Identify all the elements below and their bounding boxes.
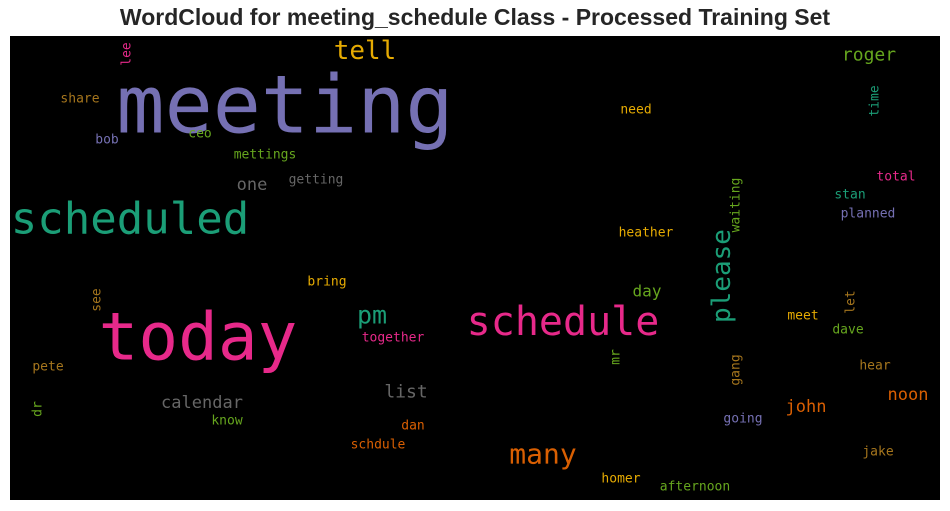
word-meet: meet	[787, 309, 818, 324]
word-many: many	[509, 438, 576, 471]
word-hear: hear	[859, 359, 890, 374]
word-homer: homer	[601, 472, 640, 487]
word-let: let	[844, 290, 859, 313]
word-pete: pete	[32, 360, 63, 375]
word-pm: pm	[357, 301, 387, 330]
word-total: total	[876, 170, 915, 185]
word-stan: stan	[834, 188, 865, 203]
word-mr: mr	[609, 349, 624, 365]
word-list: list	[384, 382, 427, 403]
word-dave: dave	[832, 323, 863, 338]
word-time: time	[868, 85, 883, 116]
word-tell: tell	[334, 36, 397, 66]
word-waiting: waiting	[729, 178, 744, 233]
word-afternoon: afternoon	[660, 480, 730, 495]
word-gang: gang	[729, 354, 744, 385]
word-meeting: meeting	[116, 59, 453, 152]
word-jake: jake	[862, 445, 893, 460]
wordcloud-svg: meeting today scheduled schedule please tell m…	[11, 36, 929, 495]
word-dan: dan	[401, 419, 424, 434]
word-see: see	[90, 288, 105, 312]
word-calendar: calendar	[161, 393, 243, 413]
word-schedule: schedule	[467, 299, 660, 345]
word-scheduled: scheduled	[11, 194, 249, 245]
word-together: together	[362, 331, 425, 346]
word-noon: noon	[888, 385, 929, 405]
word-one: one	[237, 175, 268, 195]
word-share: share	[60, 92, 99, 107]
word-ceo: ceo	[188, 127, 211, 142]
word-going: going	[723, 412, 762, 427]
word-dr: dr	[31, 401, 46, 417]
word-bring: bring	[307, 275, 346, 290]
word-lee: lee	[120, 42, 135, 66]
word-please: please	[707, 229, 737, 323]
word-today: today	[99, 299, 298, 376]
wordcloud-canvas: meeting today scheduled schedule please tell m…	[10, 36, 940, 500]
chart-title: WordCloud for meeting_schedule Class - P…	[119, 4, 831, 30]
word-know: know	[211, 414, 242, 429]
word-bob: bob	[95, 133, 119, 148]
word-getting: getting	[289, 173, 344, 188]
word-mettings: mettings	[234, 148, 297, 163]
word-planned: planned	[841, 207, 896, 222]
word-schdule: schdule	[351, 438, 406, 453]
word-day: day	[633, 282, 662, 301]
word-heather: heather	[619, 226, 674, 241]
word-need: need	[620, 103, 651, 118]
word-roger: roger	[842, 45, 896, 66]
word-john: john	[786, 397, 827, 417]
